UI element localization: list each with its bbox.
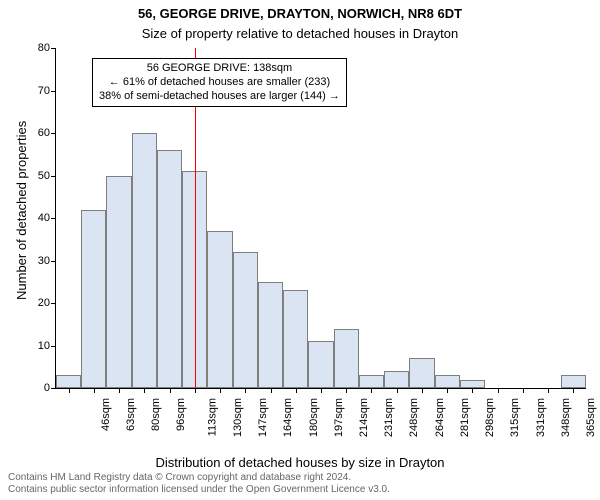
annotation-line: 38% of semi-detached houses are larger (… xyxy=(99,90,340,104)
histogram-bar xyxy=(56,375,81,388)
ytick-mark xyxy=(51,218,56,219)
histogram-bar xyxy=(207,231,232,388)
xtick-mark xyxy=(346,388,347,393)
ytick-label: 20 xyxy=(38,297,50,309)
ytick-mark xyxy=(51,261,56,262)
xtick-label: 164sqm xyxy=(282,398,294,437)
xtick-mark xyxy=(523,388,524,393)
xtick-mark xyxy=(472,388,473,393)
xtick-mark xyxy=(271,388,272,393)
histogram-bar xyxy=(384,371,409,388)
histogram-bar xyxy=(359,375,384,388)
histogram-bar xyxy=(409,358,434,388)
xtick-label: 315sqm xyxy=(510,398,522,437)
ytick-mark xyxy=(51,48,56,49)
xtick-mark xyxy=(422,388,423,393)
chart-title-line2: Size of property relative to detached ho… xyxy=(0,26,600,41)
xtick-mark xyxy=(321,388,322,393)
annotation-line: 56 GEORGE DRIVE: 138sqm xyxy=(99,62,340,76)
histogram-bar xyxy=(157,150,182,388)
plot-area: 0102030405060708046sqm63sqm80sqm96sqm113… xyxy=(55,48,586,389)
xtick-label: 147sqm xyxy=(257,398,269,437)
xtick-label: 248sqm xyxy=(409,398,421,437)
xtick-mark xyxy=(573,388,574,393)
xtick-mark xyxy=(220,388,221,393)
histogram-bar xyxy=(561,375,586,388)
copyright-notice: Contains HM Land Registry data © Crown c… xyxy=(8,472,390,496)
copyright-line1: Contains HM Land Registry data © Crown c… xyxy=(8,472,390,484)
chart-container: 56, GEORGE DRIVE, DRAYTON, NORWICH, NR8 … xyxy=(0,0,600,500)
histogram-bar xyxy=(308,341,333,388)
xtick-mark xyxy=(245,388,246,393)
xtick-label: 113sqm xyxy=(206,398,218,436)
xtick-label: 231sqm xyxy=(383,398,395,437)
x-axis-label: Distribution of detached houses by size … xyxy=(0,455,600,470)
ytick-mark xyxy=(51,91,56,92)
ytick-mark xyxy=(51,303,56,304)
ytick-label: 70 xyxy=(38,85,50,97)
xtick-label: 180sqm xyxy=(308,398,320,437)
xtick-mark xyxy=(195,388,196,393)
ytick-mark xyxy=(51,133,56,134)
histogram-bar xyxy=(132,133,157,388)
xtick-label: 331sqm xyxy=(535,398,547,437)
ytick-mark xyxy=(51,388,56,389)
xtick-mark xyxy=(548,388,549,393)
histogram-bar xyxy=(283,290,308,388)
annotation-box: 56 GEORGE DRIVE: 138sqm← 61% of detached… xyxy=(92,58,347,107)
ytick-label: 0 xyxy=(44,382,50,394)
ytick-label: 50 xyxy=(38,170,50,182)
chart-title-line1: 56, GEORGE DRIVE, DRAYTON, NORWICH, NR8 … xyxy=(0,6,600,21)
xtick-label: 197sqm xyxy=(333,398,345,437)
copyright-line2: Contains public sector information licen… xyxy=(8,484,390,496)
xtick-mark xyxy=(447,388,448,393)
xtick-label: 365sqm xyxy=(585,398,597,437)
xtick-label: 348sqm xyxy=(560,398,572,437)
histogram-bar xyxy=(233,252,258,388)
histogram-bar xyxy=(258,282,283,388)
xtick-mark xyxy=(119,388,120,393)
histogram-bar xyxy=(334,329,359,389)
ytick-label: 80 xyxy=(38,42,50,54)
histogram-bar xyxy=(81,210,106,389)
histogram-bar xyxy=(435,375,460,388)
xtick-mark xyxy=(397,388,398,393)
y-axis-label: Number of detached properties xyxy=(14,121,29,300)
xtick-label: 46sqm xyxy=(100,398,112,431)
xtick-mark xyxy=(371,388,372,393)
ytick-label: 60 xyxy=(38,127,50,139)
histogram-bar xyxy=(106,176,131,389)
xtick-mark xyxy=(94,388,95,393)
histogram-bar xyxy=(460,380,485,389)
xtick-mark xyxy=(144,388,145,393)
ytick-mark xyxy=(51,176,56,177)
xtick-label: 63sqm xyxy=(125,398,137,431)
xtick-label: 298sqm xyxy=(484,398,496,437)
xtick-label: 130sqm xyxy=(232,398,244,437)
xtick-mark xyxy=(296,388,297,393)
ytick-label: 40 xyxy=(38,212,50,224)
ytick-label: 10 xyxy=(38,340,50,352)
xtick-label: 96sqm xyxy=(175,398,187,431)
xtick-label: 264sqm xyxy=(434,398,446,437)
ytick-mark xyxy=(51,346,56,347)
annotation-line: ← 61% of detached houses are smaller (23… xyxy=(99,76,340,90)
xtick-mark xyxy=(69,388,70,393)
xtick-mark xyxy=(498,388,499,393)
xtick-label: 80sqm xyxy=(150,398,162,431)
xtick-label: 214sqm xyxy=(358,398,370,437)
xtick-mark xyxy=(170,388,171,393)
xtick-label: 281sqm xyxy=(459,398,471,437)
ytick-label: 30 xyxy=(38,255,50,267)
